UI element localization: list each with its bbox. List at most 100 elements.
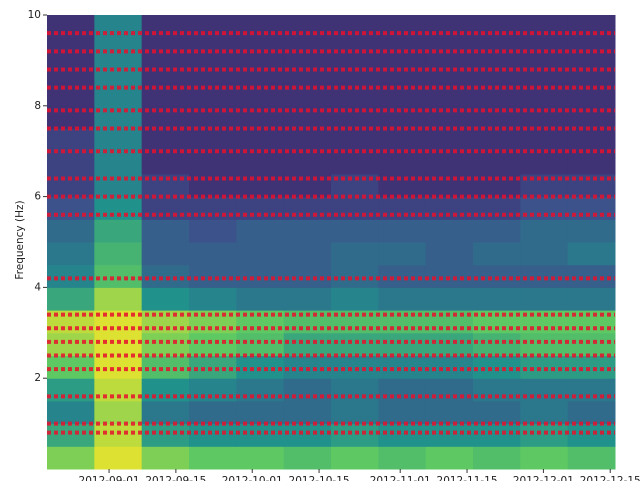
spectrogram-cell [520, 332, 569, 356]
spectrogram-cell [331, 287, 379, 311]
spectrogram-cell [425, 287, 474, 311]
spectrogram-cell [283, 332, 332, 356]
x-tick-label: 2012-12-01 [513, 475, 574, 481]
spectrogram-cell [283, 264, 332, 288]
spectrogram-cell [189, 400, 237, 425]
spectrogram-cell [47, 37, 95, 61]
spectrogram-cell [141, 60, 190, 84]
spectrogram-cell [141, 355, 190, 379]
spectrogram-cell [189, 60, 237, 84]
spectrogram-cell [331, 219, 379, 243]
spectrogram-cell [283, 355, 332, 379]
spectrogram-cell [473, 60, 521, 84]
spectrogram-cell [94, 332, 143, 356]
spectrogram-cell [189, 128, 237, 152]
spectrogram-cell [141, 128, 190, 152]
spectrogram-cell [283, 242, 332, 266]
x-tick-label: 2012-12-15 [580, 475, 641, 481]
spectrogram-cell [331, 332, 379, 356]
spectrogram-cell [141, 264, 190, 288]
spectrogram-cell [141, 446, 190, 470]
spectrogram-cell [189, 264, 237, 288]
spectrogram-cell [236, 264, 285, 288]
y-tick-label: 4 [34, 281, 41, 293]
spectrogram-cell [189, 242, 237, 266]
spectrogram-cell [520, 60, 569, 84]
spectrogram-cell [283, 128, 332, 152]
spectrogram-cell [331, 151, 379, 175]
spectrogram-cell [378, 355, 427, 379]
spectrogram-cell [94, 37, 143, 61]
spectrogram-cell [331, 128, 379, 152]
spectrogram-cell [473, 128, 521, 152]
spectrogram-cell [567, 446, 616, 470]
spectrogram-cell [425, 219, 474, 243]
spectrogram-cell [473, 423, 521, 447]
spectrogram-cell [473, 151, 521, 175]
spectrogram-cell [236, 446, 285, 470]
spectrogram-cell [94, 60, 143, 84]
spectrogram-cell [94, 264, 143, 288]
spectrogram-cell [473, 400, 521, 425]
spectrogram-cell [94, 355, 143, 379]
spectrogram-cell [425, 332, 474, 356]
spectrogram-cell [283, 287, 332, 311]
spectrogram-cell [331, 355, 379, 379]
spectrogram-cell [236, 332, 285, 356]
spectrogram-cell [141, 37, 190, 61]
spectrogram-cell [236, 400, 285, 425]
spectrogram-cell [283, 37, 332, 61]
spectrogram-cell [283, 400, 332, 425]
spectrogram-cell [567, 242, 616, 266]
spectrogram-cell [425, 355, 474, 379]
spectrogram-cell [378, 287, 427, 311]
spectrogram-cell [378, 128, 427, 152]
spectrogram-cell [283, 423, 332, 447]
spectrogram-cell [520, 287, 569, 311]
spectrogram-cell [47, 219, 95, 243]
y-tick-label: 10 [28, 9, 41, 21]
spectrogram-cell [47, 332, 95, 356]
spectrogram-cell [567, 332, 616, 356]
x-tick-label: 2012-11-01 [370, 475, 431, 481]
y-tick-label: 2 [34, 372, 41, 384]
spectrogram-cell [236, 355, 285, 379]
spectrogram-cell [189, 355, 237, 379]
spectrogram-cell [425, 242, 474, 266]
spectrogram-cell [94, 446, 143, 470]
spectrogram-cell [94, 287, 143, 311]
spectrogram-cell [520, 400, 569, 425]
spectrogram-cell [473, 219, 521, 243]
spectrogram-cell [567, 37, 616, 61]
spectrogram-cell [473, 332, 521, 356]
spectrogram-cell [520, 446, 569, 470]
spectrogram-cell [47, 151, 95, 175]
spectrogram-cell [331, 264, 379, 288]
spectrogram-cell [236, 60, 285, 84]
spectrogram-cell [567, 264, 616, 288]
spectrogram-cell [331, 60, 379, 84]
spectrogram-cell [378, 400, 427, 425]
spectrogram-cell [236, 423, 285, 447]
spectrogram-cell [331, 446, 379, 470]
spectrogram-cell [520, 128, 569, 152]
spectrogram-cell [473, 287, 521, 311]
spectrogram-cell [567, 219, 616, 243]
spectrogram-cell [47, 355, 95, 379]
spectrogram-cell [189, 446, 237, 470]
spectrogram-cell [473, 264, 521, 288]
x-tick-label: 2012-10-15 [289, 475, 350, 481]
spectrogram-cell [189, 287, 237, 311]
spectrogram-cell [520, 219, 569, 243]
spectrogram-cell [567, 128, 616, 152]
x-tick-label: 2012-09-01 [79, 475, 140, 481]
spectrogram-cell [520, 37, 569, 61]
spectrogram-cell [94, 423, 143, 447]
spectrogram-cell [94, 242, 143, 266]
spectrogram-cell [378, 242, 427, 266]
spectrogram-cell [141, 332, 190, 356]
spectrogram-cell [47, 128, 95, 152]
spectrogram-cell [94, 151, 143, 175]
spectrogram-cell [236, 219, 285, 243]
